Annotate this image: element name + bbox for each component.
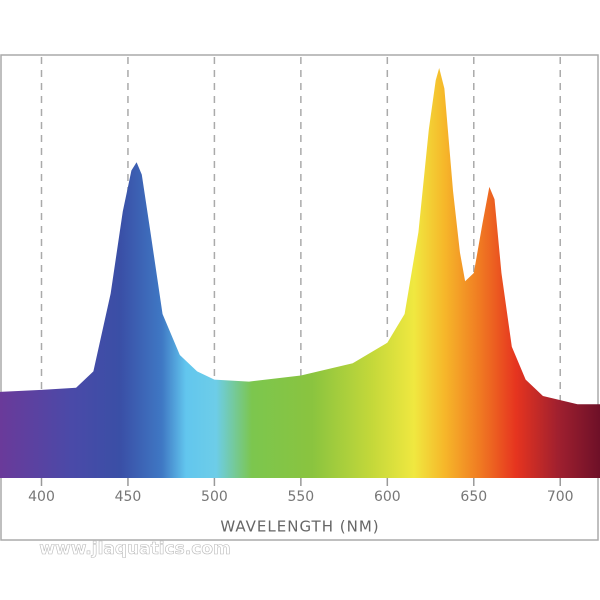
x-tick-label: 400 [28,489,55,505]
spectrum-area [0,68,600,478]
x-tick-label: 600 [374,489,401,505]
frame [0,54,599,541]
x-tick-label: 700 [547,489,574,505]
x-tick-label: 650 [460,489,487,505]
x-tick-label: 450 [115,489,142,505]
x-tick-label: 550 [287,489,314,505]
x-tick-label: 500 [201,489,228,505]
watermark: www.jlaquatics.com [39,539,230,559]
x-axis-label: WAVELENGTH (NM) [220,518,379,536]
